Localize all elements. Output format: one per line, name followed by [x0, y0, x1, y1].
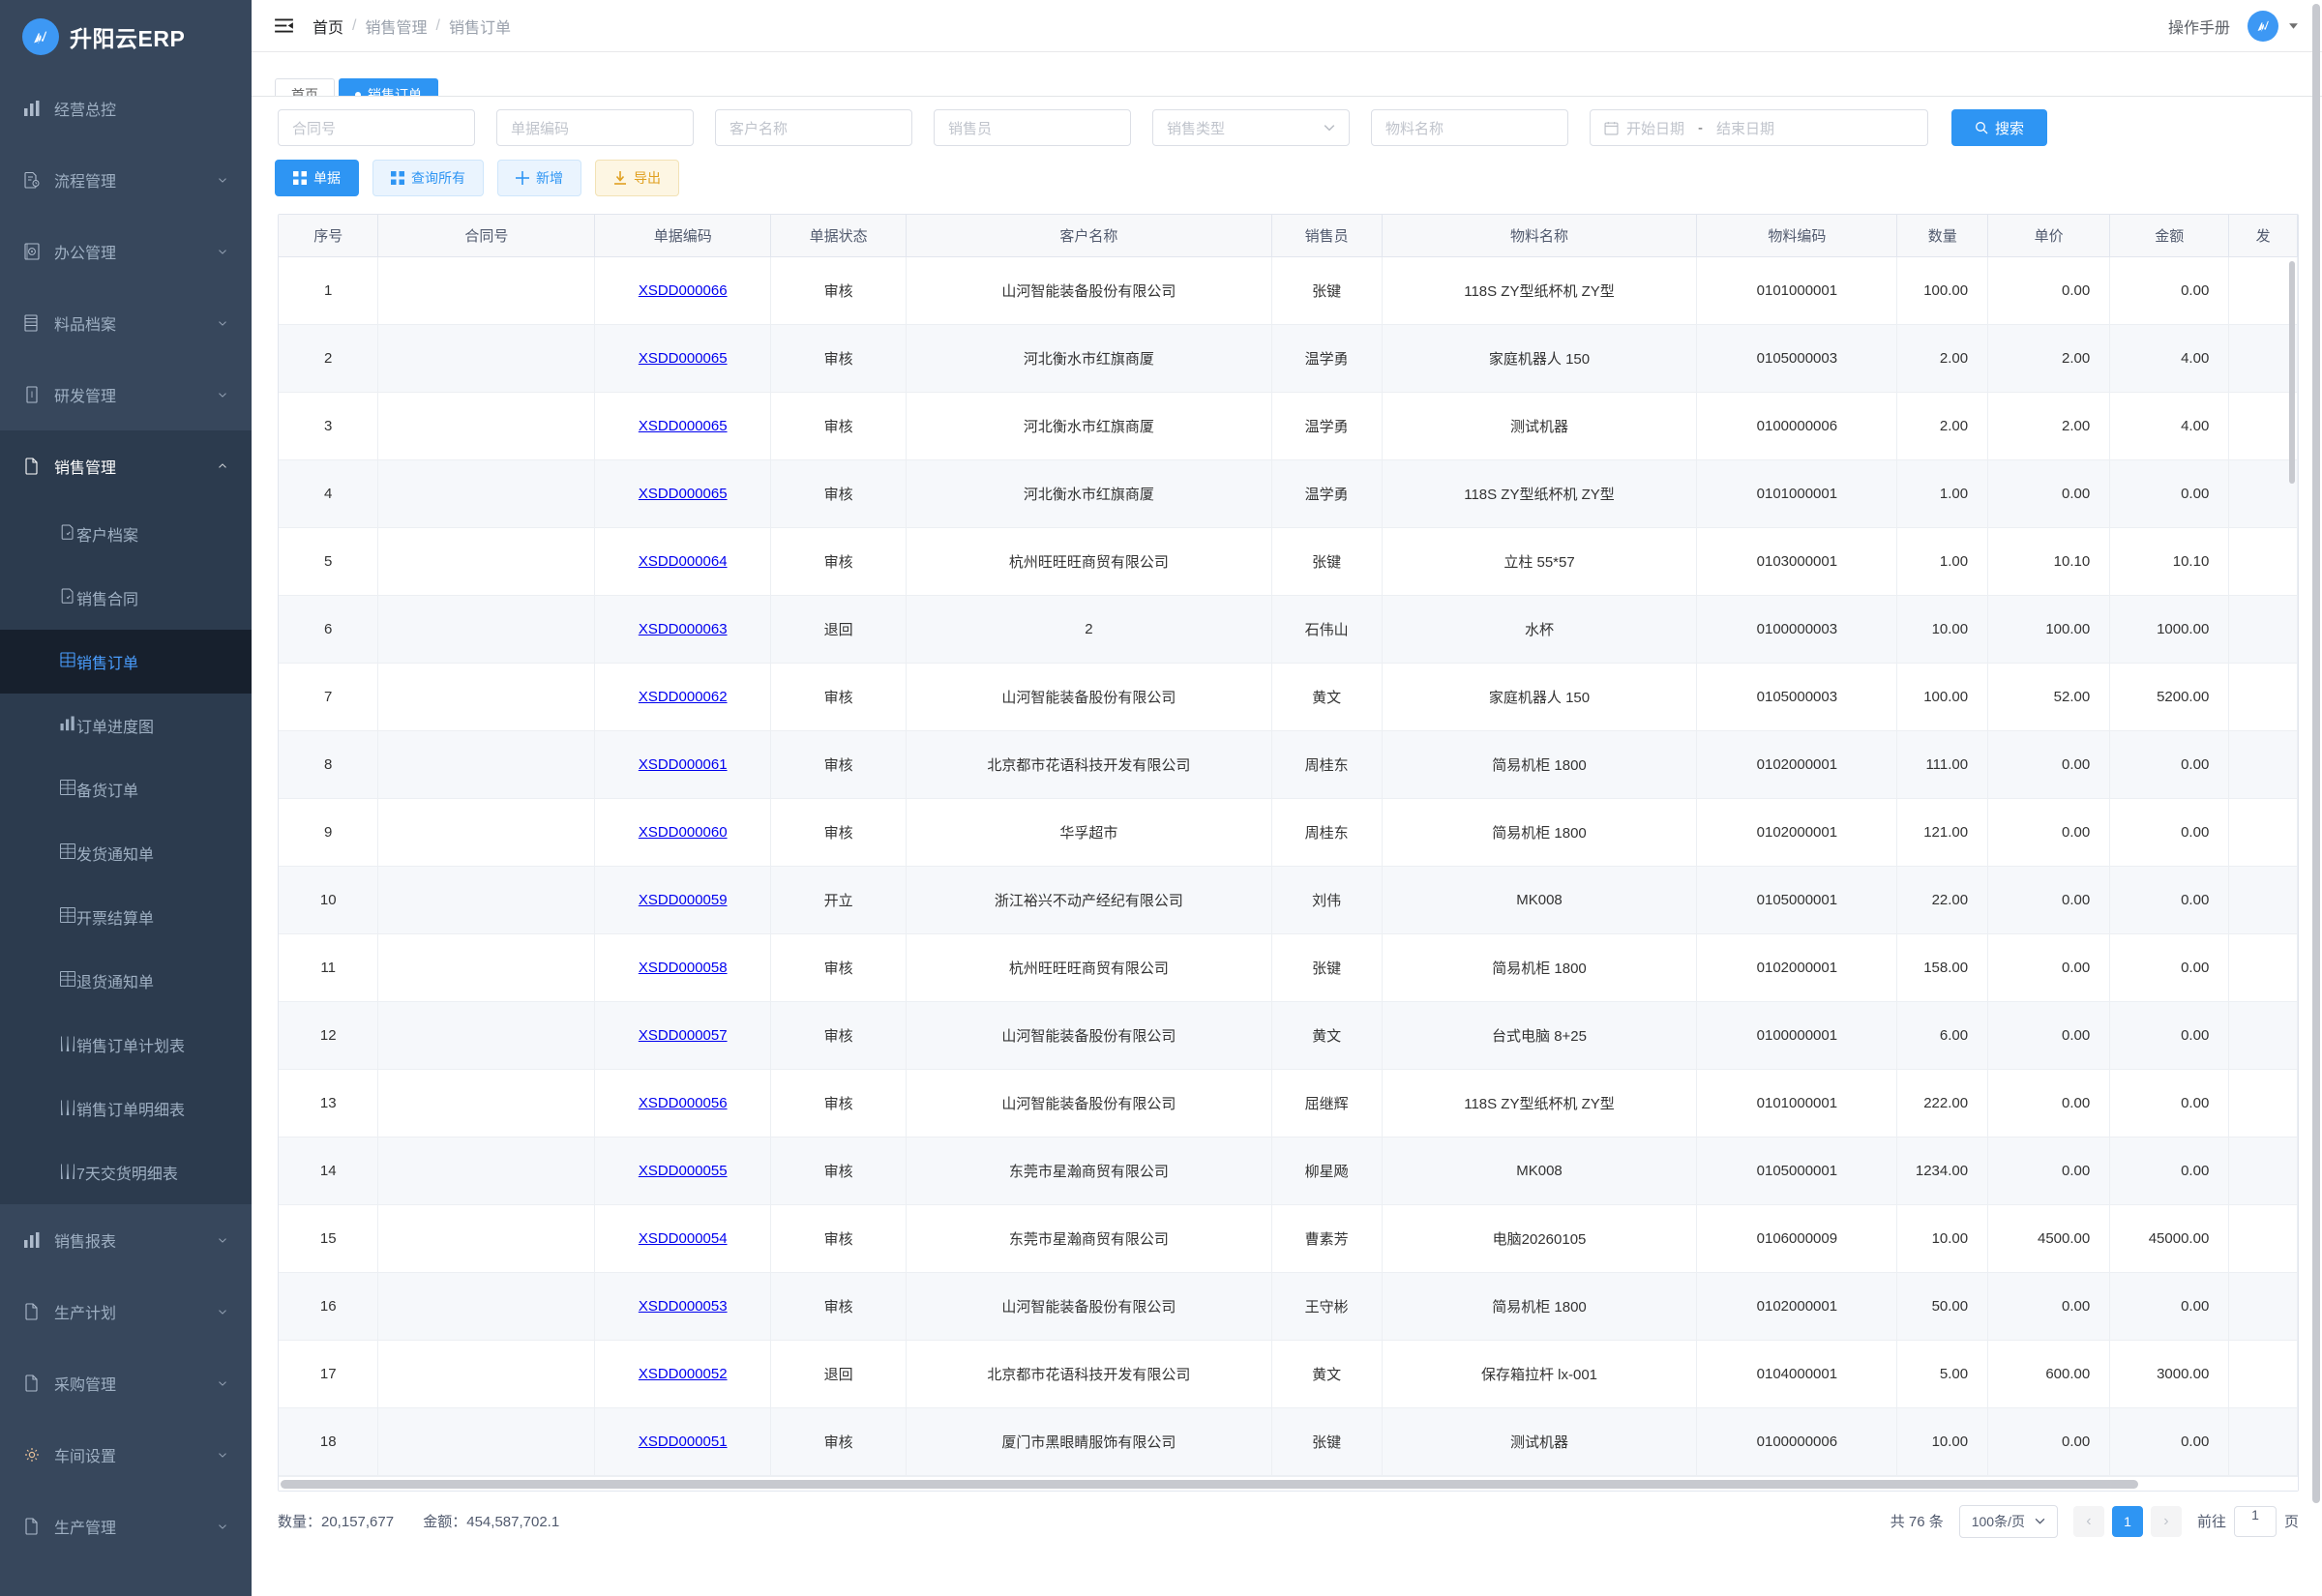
svg-text:I: I	[31, 390, 34, 399]
